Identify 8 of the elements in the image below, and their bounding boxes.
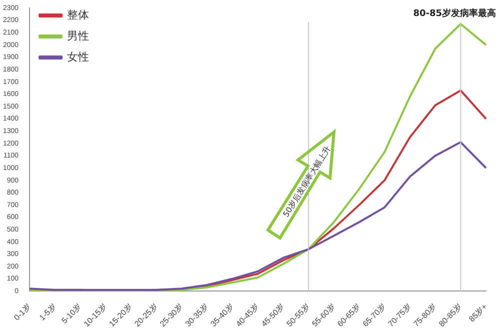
x-tick-label: 1-5岁 (38, 302, 58, 322)
annotation: 50岁后发病率大幅上升 (280, 143, 334, 221)
legend-label: 整体 (67, 8, 90, 22)
legend-label: 女性 (67, 50, 90, 64)
legend-label: 男性 (67, 29, 90, 42)
x-tick-label: 85岁+ (467, 302, 490, 324)
x-tick-label: 0-1岁 (12, 302, 33, 322)
ref-line-label: 80-85岁发病率最高 (413, 8, 496, 19)
